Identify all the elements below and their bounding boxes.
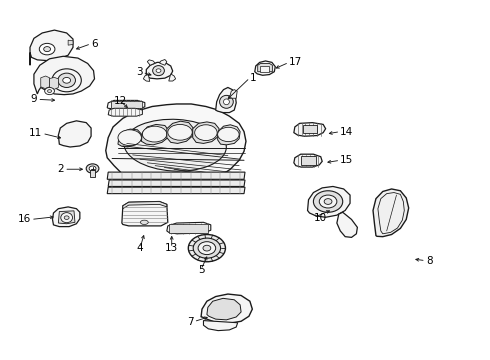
Text: 9: 9 bbox=[31, 94, 37, 104]
Polygon shape bbox=[58, 211, 75, 224]
Text: 8: 8 bbox=[426, 256, 432, 266]
Ellipse shape bbox=[168, 125, 192, 140]
Ellipse shape bbox=[324, 199, 332, 204]
Text: 14: 14 bbox=[340, 127, 353, 136]
Polygon shape bbox=[216, 87, 236, 113]
Polygon shape bbox=[303, 126, 318, 134]
Polygon shape bbox=[167, 222, 211, 234]
Text: 6: 6 bbox=[91, 39, 98, 49]
Text: 2: 2 bbox=[58, 164, 64, 174]
Polygon shape bbox=[118, 129, 142, 147]
Polygon shape bbox=[337, 212, 357, 237]
Polygon shape bbox=[218, 125, 240, 145]
Polygon shape bbox=[108, 180, 245, 186]
Polygon shape bbox=[144, 74, 150, 81]
Text: 11: 11 bbox=[29, 129, 42, 138]
Polygon shape bbox=[49, 77, 58, 89]
Ellipse shape bbox=[198, 242, 216, 255]
Polygon shape bbox=[207, 298, 241, 320]
Ellipse shape bbox=[48, 90, 51, 93]
Text: 7: 7 bbox=[187, 317, 194, 327]
Ellipse shape bbox=[52, 69, 81, 92]
Polygon shape bbox=[203, 320, 238, 330]
Polygon shape bbox=[169, 224, 208, 233]
Ellipse shape bbox=[63, 77, 71, 83]
Polygon shape bbox=[159, 59, 167, 65]
Ellipse shape bbox=[156, 69, 161, 72]
Polygon shape bbox=[147, 62, 172, 79]
Text: 12: 12 bbox=[114, 96, 127, 106]
Text: 10: 10 bbox=[314, 213, 326, 222]
Ellipse shape bbox=[86, 164, 99, 173]
Ellipse shape bbox=[220, 95, 233, 108]
Polygon shape bbox=[111, 101, 143, 108]
Polygon shape bbox=[122, 202, 168, 226]
Polygon shape bbox=[52, 207, 80, 226]
Ellipse shape bbox=[64, 216, 69, 220]
Ellipse shape bbox=[141, 220, 148, 225]
Text: 5: 5 bbox=[197, 265, 204, 275]
Ellipse shape bbox=[218, 127, 239, 141]
Text: 4: 4 bbox=[137, 243, 143, 253]
Polygon shape bbox=[294, 123, 326, 136]
Polygon shape bbox=[107, 172, 245, 179]
Polygon shape bbox=[258, 63, 272, 72]
Polygon shape bbox=[68, 40, 73, 45]
Text: 1: 1 bbox=[250, 73, 256, 83]
Text: 3: 3 bbox=[136, 67, 143, 77]
Polygon shape bbox=[201, 294, 252, 323]
Ellipse shape bbox=[143, 126, 167, 142]
Polygon shape bbox=[167, 121, 193, 143]
Polygon shape bbox=[30, 30, 73, 65]
Polygon shape bbox=[58, 121, 91, 147]
Polygon shape bbox=[301, 156, 316, 165]
Polygon shape bbox=[34, 56, 95, 95]
Polygon shape bbox=[260, 66, 270, 72]
Text: 13: 13 bbox=[165, 243, 178, 253]
Ellipse shape bbox=[195, 125, 217, 140]
Ellipse shape bbox=[44, 46, 50, 51]
Ellipse shape bbox=[45, 87, 54, 95]
Polygon shape bbox=[106, 104, 246, 186]
Ellipse shape bbox=[314, 191, 343, 212]
Polygon shape bbox=[373, 189, 409, 237]
Ellipse shape bbox=[153, 66, 164, 76]
Polygon shape bbox=[169, 74, 175, 81]
Ellipse shape bbox=[319, 195, 337, 208]
Ellipse shape bbox=[89, 166, 96, 171]
Polygon shape bbox=[229, 90, 237, 98]
Ellipse shape bbox=[188, 234, 225, 262]
Text: 17: 17 bbox=[289, 57, 302, 67]
Polygon shape bbox=[255, 61, 275, 75]
Bar bbox=[90, 170, 95, 177]
Polygon shape bbox=[308, 186, 350, 217]
Polygon shape bbox=[147, 60, 155, 65]
Polygon shape bbox=[107, 187, 245, 194]
Polygon shape bbox=[107, 100, 145, 109]
Text: 15: 15 bbox=[340, 155, 353, 165]
Ellipse shape bbox=[118, 130, 142, 145]
Text: 16: 16 bbox=[18, 215, 31, 224]
Polygon shape bbox=[41, 76, 49, 89]
Polygon shape bbox=[142, 125, 169, 145]
Ellipse shape bbox=[58, 73, 75, 87]
Ellipse shape bbox=[203, 245, 211, 251]
Ellipse shape bbox=[193, 238, 220, 258]
Ellipse shape bbox=[223, 99, 229, 105]
Polygon shape bbox=[193, 122, 219, 143]
Ellipse shape bbox=[124, 119, 226, 171]
Ellipse shape bbox=[39, 43, 55, 55]
Polygon shape bbox=[123, 202, 167, 209]
Ellipse shape bbox=[61, 213, 73, 223]
Polygon shape bbox=[294, 154, 322, 167]
Polygon shape bbox=[108, 108, 143, 116]
